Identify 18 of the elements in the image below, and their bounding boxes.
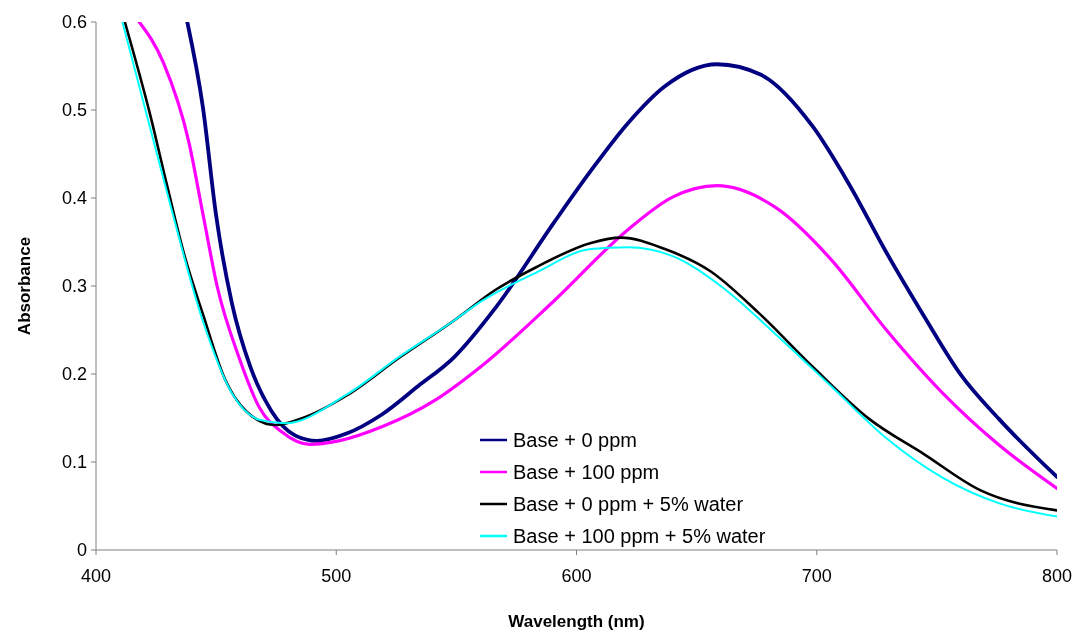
y-tick-label: 0.5 (61, 100, 87, 121)
x-tick-label: 800 (1041, 566, 1073, 586)
y-tick-label: 0.3 (61, 276, 87, 297)
y-tick-label: 0.2 (61, 364, 87, 385)
legend-label: Base + 0 ppm (513, 429, 637, 451)
y-tick-label: 0.6 (61, 12, 87, 33)
y-tick-label: 0.4 (61, 188, 87, 209)
y-tick-label: 0 (76, 540, 87, 561)
x-tick-label: 700 (801, 566, 832, 586)
legend-label: Base + 100 ppm (513, 461, 660, 483)
y-tick-label: 0.1 (61, 452, 87, 473)
y-axis-title: Absorbance (15, 236, 34, 336)
x-tick-label: 600 (561, 566, 592, 586)
legend-label: Base + 0 ppm + 5% water (513, 493, 744, 515)
x-tick-label: 500 (321, 566, 352, 586)
x-axis-title: Wavelength (nm) (508, 612, 645, 631)
x-tick-label: 400 (80, 566, 112, 586)
legend-label: Base + 100 ppm + 5% water (513, 525, 766, 547)
